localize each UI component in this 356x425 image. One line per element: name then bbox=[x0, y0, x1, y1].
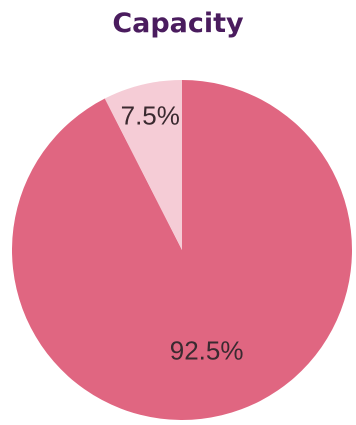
chart-title: Capacity bbox=[112, 8, 244, 39]
pie-slice-label-1: 92.5% bbox=[170, 335, 244, 365]
pie-slice-label-2: 7.5% bbox=[121, 101, 180, 131]
pie-slice-2 bbox=[104, 80, 182, 250]
